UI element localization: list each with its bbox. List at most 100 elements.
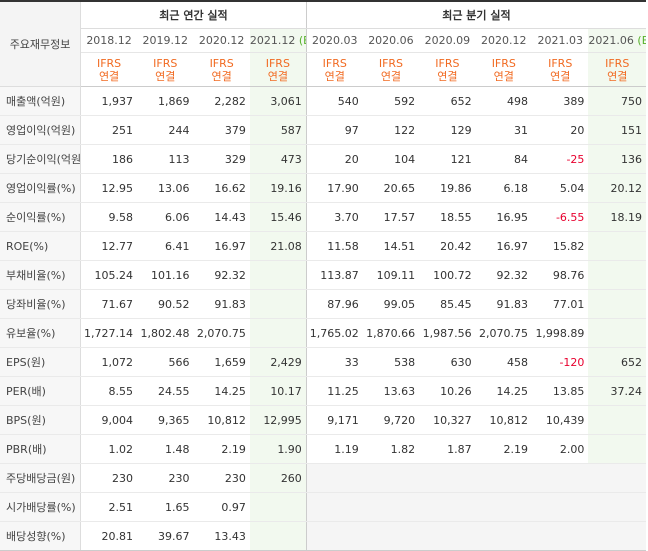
value-cell: 379 xyxy=(193,115,250,145)
value-cell: 98.76 xyxy=(532,260,589,290)
value-cell: 1,072 xyxy=(80,347,138,377)
value-cell: 13.85 xyxy=(532,376,589,406)
value-cell: 84 xyxy=(475,144,532,174)
value-cell: 9,720 xyxy=(362,405,420,435)
period-label: 2020.06 xyxy=(368,34,414,47)
value-cell: 3.70 xyxy=(305,202,363,232)
value-cell xyxy=(249,260,307,290)
row-label: PER(배) xyxy=(0,376,82,406)
value-cell: 18.19 xyxy=(588,202,646,232)
value-cell xyxy=(475,463,532,493)
accounting-standard: IFRS xyxy=(209,56,234,70)
value-cell: 186 xyxy=(80,144,138,174)
row-label: 영업이익률(%) xyxy=(0,173,82,203)
row-label: 매출액(억원) xyxy=(0,86,82,116)
value-cell: 91.83 xyxy=(193,289,250,319)
value-cell xyxy=(588,492,646,522)
table-row: EPS(원) 1,072 566 1,659 2,429 33 538 630 458 -120 6… xyxy=(0,347,646,377)
value-cell: 13.63 xyxy=(362,376,420,406)
value-cell: 20.42 xyxy=(419,231,476,261)
value-cell: 20 xyxy=(305,144,363,174)
value-cell: 260 xyxy=(249,463,307,493)
period-label: 2021.06 xyxy=(588,34,634,47)
value-cell: 2.19 xyxy=(193,434,250,464)
accounting-standard: IFRS xyxy=(153,56,178,70)
value-cell: 129 xyxy=(419,115,476,145)
consolidation-basis: 연결 xyxy=(267,69,288,83)
value-cell: 20.81 xyxy=(80,521,138,551)
value-cell: 20.65 xyxy=(362,173,420,203)
value-cell: 113.87 xyxy=(305,260,363,290)
period-label: 2020.03 xyxy=(312,34,358,47)
table-row: 유보율(%) 1,727.14 1,802.48 2,070.75 1,765.02 1,… xyxy=(0,318,646,348)
accounting-standard: IFRS xyxy=(491,56,516,70)
value-cell: 14.25 xyxy=(193,376,250,406)
consolidation-basis: 연결 xyxy=(324,69,345,83)
table-row: PBR(배) 1.02 1.48 2.19 1.90 1.19 1.82 1.87 2.19 2.… xyxy=(0,434,646,464)
value-cell: 99.05 xyxy=(362,289,420,319)
ifrs-cell: IFRS 연결 xyxy=(193,52,250,87)
value-cell: 105.24 xyxy=(80,260,138,290)
value-cell: 329 xyxy=(193,144,250,174)
accounting-standard: IFRS xyxy=(265,56,290,70)
value-cell: 230 xyxy=(137,463,194,493)
financial-rows: 매출액(억원) 1,937 1,869 2,282 3,061 540 592 652 498 3… xyxy=(0,86,646,551)
ifrs-cell: IFRS 연결 xyxy=(475,52,532,87)
table-row: BPS(원) 9,004 9,365 10,812 12,995 9,171 9,720 10… xyxy=(0,405,646,435)
value-cell: 1,869 xyxy=(137,86,194,116)
value-cell: 16.97 xyxy=(475,231,532,261)
value-cell: -120 xyxy=(532,347,589,377)
value-cell xyxy=(419,463,476,493)
value-cell: 113 xyxy=(137,144,194,174)
value-cell: 77.01 xyxy=(532,289,589,319)
value-cell xyxy=(588,289,646,319)
value-cell: 1.48 xyxy=(137,434,194,464)
value-cell: 13.06 xyxy=(137,173,194,203)
period-header: 2020.06 xyxy=(362,28,420,53)
period-label: 2021.12 xyxy=(249,34,296,47)
period-header: 2020.12 xyxy=(475,28,532,53)
value-cell: 230 xyxy=(80,463,138,493)
accounting-standard-row: IFRS 연결 IFRS 연결 IFRS 연결 IFRS 연결 IFRS 연결 IFRS 연결 IFRS… xyxy=(0,52,646,87)
value-cell: 1,870.66 xyxy=(362,318,420,348)
value-cell: 136 xyxy=(588,144,646,174)
value-cell xyxy=(588,463,646,493)
value-cell: 16.62 xyxy=(193,173,250,203)
table-row: 시가배당률(%) 2.51 1.65 0.97 xyxy=(0,492,646,522)
period-label: 2020.12 xyxy=(198,34,245,47)
value-cell: 39.67 xyxy=(137,521,194,551)
value-cell: 458 xyxy=(475,347,532,377)
value-cell xyxy=(588,231,646,261)
value-cell: 473 xyxy=(249,144,307,174)
period-label: 2018.12 xyxy=(86,34,132,47)
row-label: 당기순이익(억원) xyxy=(0,144,82,174)
value-cell: 2.00 xyxy=(532,434,589,464)
period-header: 2020.12 xyxy=(193,28,250,53)
row-label: EPS(원) xyxy=(0,347,82,377)
value-cell: 6.06 xyxy=(137,202,194,232)
value-cell: 498 xyxy=(475,86,532,116)
value-cell: 2,282 xyxy=(193,86,250,116)
value-cell xyxy=(305,492,363,522)
value-cell: 14.43 xyxy=(193,202,250,232)
value-cell: 1,802.48 xyxy=(137,318,194,348)
consolidation-basis: 연결 xyxy=(155,69,176,83)
row-label: PBR(배) xyxy=(0,434,82,464)
accounting-standard: IFRS xyxy=(435,56,460,70)
value-cell: 16.97 xyxy=(193,231,250,261)
value-cell: 1,765.02 xyxy=(305,318,363,348)
value-cell: 12.95 xyxy=(80,173,138,203)
value-cell: 592 xyxy=(362,86,420,116)
value-cell: 251 xyxy=(80,115,138,145)
value-cell: 630 xyxy=(419,347,476,377)
ifrs-cell: IFRS 연결 xyxy=(419,52,476,87)
period-header: 2020.09 xyxy=(419,28,476,53)
table-row: 주당배당금(원) 230 230 230 260 xyxy=(0,463,646,493)
value-cell xyxy=(532,521,589,551)
value-cell: 12,995 xyxy=(249,405,307,435)
value-cell xyxy=(362,521,420,551)
value-cell xyxy=(475,521,532,551)
value-cell xyxy=(588,521,646,551)
value-cell: 2.51 xyxy=(80,492,138,522)
